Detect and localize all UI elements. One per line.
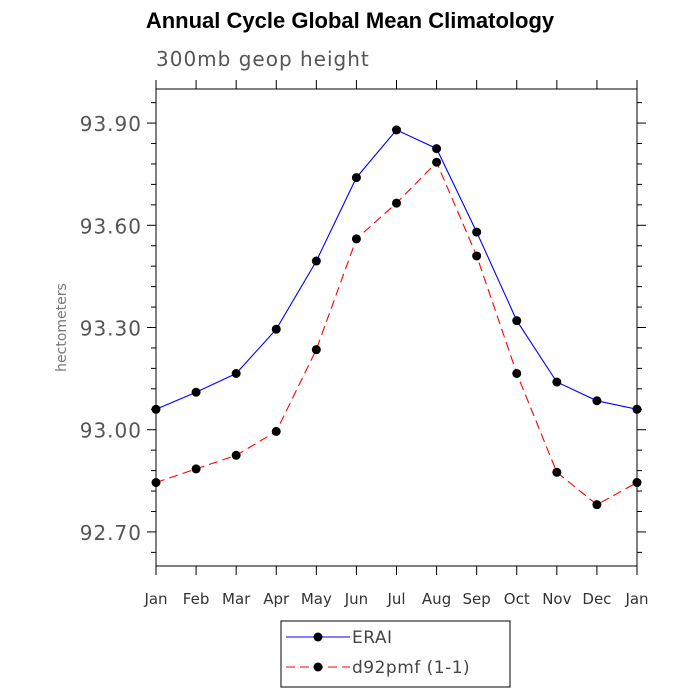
data-point [311, 345, 321, 355]
x-tick-label: Apr [263, 590, 290, 608]
data-point [351, 173, 361, 183]
data-point [311, 256, 321, 266]
y-tick-label: 93.00 [80, 419, 142, 443]
y-tick-label: 93.90 [80, 112, 142, 136]
series-line-0 [155, 129, 638, 410]
legend-marker-1 [313, 662, 323, 672]
chart-title: Annual Cycle Global Mean Climatology [145, 8, 555, 33]
data-point [351, 234, 361, 244]
x-tick-label: Oct [504, 590, 530, 608]
x-tick-label: Aug [422, 590, 451, 608]
data-point [512, 316, 522, 326]
data-point [231, 368, 241, 378]
x-tick-label: Nov [542, 590, 571, 608]
y-tick-label: 93.30 [80, 317, 142, 341]
data-point [592, 500, 602, 510]
data-point [231, 450, 241, 460]
x-tick-label: Mar [222, 590, 251, 608]
chart-subtitle: 300mb geop height [156, 47, 370, 71]
x-tick-label: Jan [143, 590, 167, 608]
data-point [512, 368, 522, 378]
legend-label-1: d92pmf (1-1) [352, 658, 470, 678]
x-tick-label: Sep [463, 590, 491, 608]
data-point [432, 157, 442, 167]
data-point [432, 144, 442, 154]
x-tick-label: Dec [582, 590, 611, 608]
x-tick-label: Jan [624, 590, 648, 608]
x-tick-label: May [301, 590, 332, 608]
y-axis-label: hectometers [54, 283, 70, 372]
data-point [271, 324, 281, 334]
data-point [632, 478, 642, 488]
data-point [191, 387, 201, 397]
y-tick-label: 93.60 [80, 214, 142, 238]
legend-marker-0 [313, 632, 323, 642]
x-tick-label: Jul [386, 590, 405, 608]
data-point [472, 251, 482, 261]
data-point [632, 404, 642, 414]
y-tick-label: 92.70 [80, 521, 142, 545]
data-point [151, 478, 161, 488]
data-point [552, 377, 562, 387]
series-line-1 [155, 161, 638, 506]
x-tick-label: Feb [183, 590, 210, 608]
plot-frame [155, 88, 638, 567]
data-point [592, 396, 602, 406]
data-point [191, 464, 201, 474]
legend-label-0: ERAI [352, 628, 393, 648]
legend-box [280, 620, 511, 688]
data-point [392, 125, 401, 135]
data-point [151, 404, 161, 414]
data-point [271, 426, 281, 436]
data-point [472, 227, 482, 237]
data-point [392, 198, 401, 208]
data-point [552, 467, 562, 477]
x-tick-label: Jun [344, 590, 368, 608]
